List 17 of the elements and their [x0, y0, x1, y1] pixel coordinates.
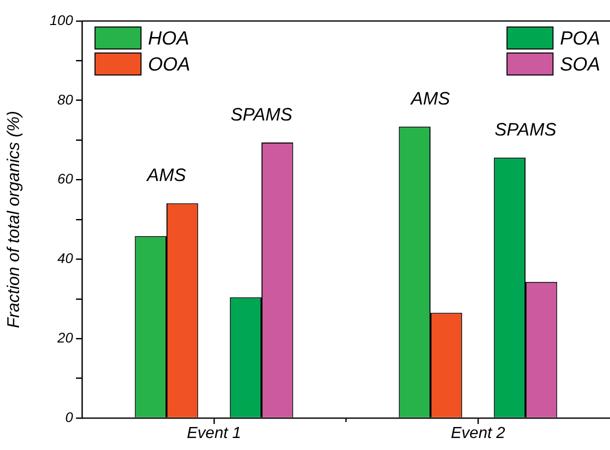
y-axis-title: Fraction of total organics (%) [4, 110, 23, 328]
annotation: SPAMS [494, 120, 556, 140]
annotation: SPAMS [230, 104, 292, 124]
legend-label: OOA [148, 54, 190, 76]
y-tick-label: 80 [57, 91, 74, 108]
annotation: AMS [410, 88, 450, 109]
x-tick-label: Event 1 [186, 425, 242, 442]
legend-label: POA [560, 28, 600, 50]
y-tick-label: 100 [50, 12, 74, 28]
x-tick-label: Event 2 [450, 425, 506, 442]
y-tick-label: 60 [57, 170, 74, 187]
y-tick-label: 40 [57, 250, 74, 266]
legend-label: HOA [148, 28, 190, 50]
legend-label: SOA [560, 54, 600, 76]
y-tick-label: 0 [65, 408, 74, 425]
annotation: AMS [146, 165, 186, 186]
y-tick-label: 20 [56, 329, 74, 346]
